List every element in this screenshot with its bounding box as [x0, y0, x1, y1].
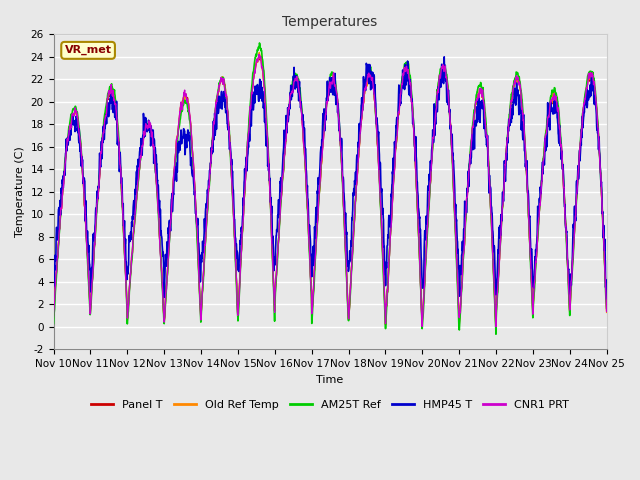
Old Ref Temp — [492, 325, 500, 331]
AM25T Ref — [255, 40, 263, 46]
Line: Old Ref Temp: Old Ref Temp — [54, 52, 607, 328]
Old Ref Temp — [570, 242, 577, 248]
Old Ref Temp — [346, 288, 354, 294]
HMP45 T — [358, 104, 366, 109]
CNR1 PRT — [346, 288, 354, 294]
Old Ref Temp — [554, 107, 562, 113]
AM25T Ref — [554, 103, 562, 108]
AM25T Ref — [346, 293, 354, 299]
Panel T — [50, 312, 58, 318]
Y-axis label: Temperature (C): Temperature (C) — [15, 146, 25, 237]
Line: Panel T: Panel T — [54, 55, 607, 327]
Old Ref Temp — [204, 202, 212, 207]
Panel T — [255, 52, 263, 58]
HMP45 T — [204, 191, 212, 197]
Panel T — [204, 202, 212, 208]
CNR1 PRT — [570, 242, 577, 248]
Panel T — [554, 108, 562, 113]
Panel T — [346, 288, 354, 294]
CNR1 PRT — [554, 105, 562, 111]
Text: VR_met: VR_met — [65, 45, 111, 56]
CNR1 PRT — [491, 300, 499, 306]
AM25T Ref — [50, 321, 58, 326]
HMP45 T — [554, 121, 562, 127]
CNR1 PRT — [255, 51, 263, 57]
X-axis label: Time: Time — [316, 374, 344, 384]
AM25T Ref — [603, 305, 611, 311]
Panel T — [570, 240, 577, 246]
Old Ref Temp — [50, 311, 58, 316]
Panel T — [603, 307, 611, 313]
HMP45 T — [440, 54, 448, 60]
CNR1 PRT — [204, 200, 212, 206]
AM25T Ref — [570, 245, 577, 251]
AM25T Ref — [358, 106, 366, 112]
HMP45 T — [491, 265, 499, 271]
HMP45 T — [603, 296, 611, 301]
CNR1 PRT — [358, 110, 366, 116]
CNR1 PRT — [492, 324, 500, 330]
AM25T Ref — [491, 307, 499, 312]
Line: HMP45 T: HMP45 T — [54, 57, 607, 299]
HMP45 T — [50, 285, 58, 291]
CNR1 PRT — [603, 309, 611, 314]
AM25T Ref — [492, 331, 500, 337]
Line: AM25T Ref: AM25T Ref — [54, 43, 607, 334]
HMP45 T — [346, 248, 354, 254]
HMP45 T — [570, 221, 577, 227]
Panel T — [491, 302, 499, 308]
Old Ref Temp — [491, 301, 499, 307]
Line: CNR1 PRT: CNR1 PRT — [54, 54, 607, 327]
Old Ref Temp — [255, 49, 263, 55]
Title: Temperatures: Temperatures — [282, 15, 378, 29]
Old Ref Temp — [603, 310, 611, 315]
Panel T — [358, 109, 366, 115]
Panel T — [492, 324, 500, 330]
Legend: Panel T, Old Ref Temp, AM25T Ref, HMP45 T, CNR1 PRT: Panel T, Old Ref Temp, AM25T Ref, HMP45 … — [86, 396, 573, 415]
AM25T Ref — [204, 204, 212, 210]
CNR1 PRT — [50, 314, 58, 320]
Old Ref Temp — [358, 110, 366, 116]
